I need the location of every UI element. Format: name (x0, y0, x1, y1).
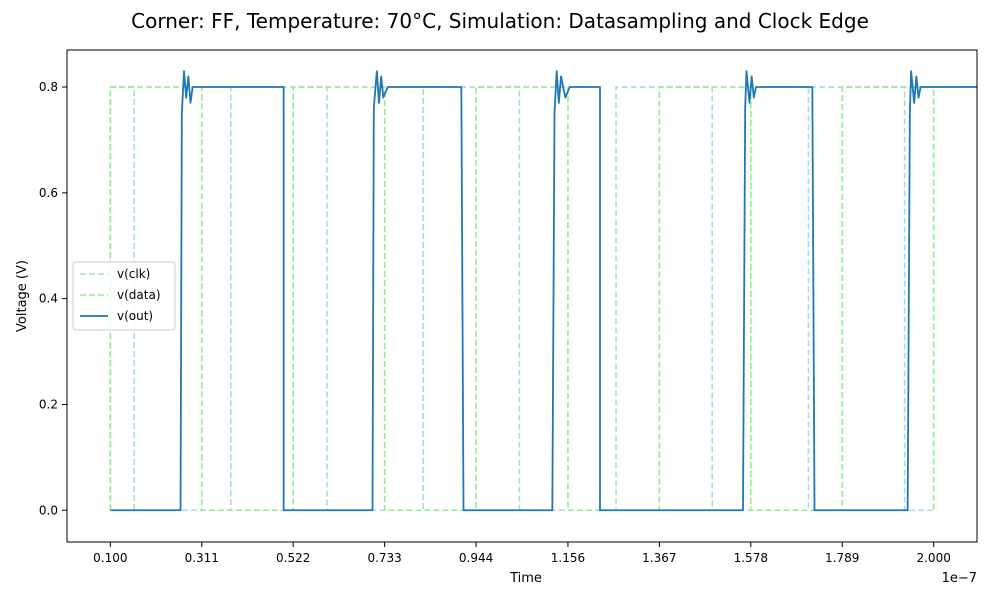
x-tick-label: 0.522 (276, 551, 310, 565)
y-tick-label: 0.2 (39, 397, 58, 411)
x-tick-label: 0.311 (185, 551, 219, 565)
x-axis: 0.100 0.311 0.522 0.733 0.944 1.156 1.367 1.578… (93, 542, 951, 565)
y-axis-label: Voltage (V) (15, 260, 30, 332)
plot-area (66, 49, 978, 543)
x-tick-label: 2.000 (916, 551, 950, 565)
y-tick-label: 0.8 (39, 80, 58, 94)
x-tick-label: 1.789 (825, 551, 859, 565)
y-tick-label: 0.4 (39, 292, 58, 306)
y-tick-label: 0.6 (39, 186, 58, 200)
chart-title: Corner: FF, Temperature: 70°C, Simulatio… (131, 9, 869, 33)
axes-frame (66, 49, 978, 543)
legend: v(clk) v(data) v(out) (72, 261, 176, 331)
x-tick-label: 0.100 (93, 551, 127, 565)
x-axis-scale-label: 1e−7 (942, 571, 977, 586)
y-tick-label: 0.0 (39, 503, 58, 517)
x-axis-label: Time (509, 571, 542, 586)
y-axis: 0.0 0.2 0.4 0.6 0.8 (39, 80, 67, 517)
series-line-3 (110, 70, 977, 512)
x-tick-label: 0.944 (459, 551, 493, 565)
legend-label: v(out) (117, 309, 153, 323)
legend-label: v(data) (117, 288, 161, 302)
x-tick-label: 1.367 (642, 551, 676, 565)
x-tick-label: 1.578 (734, 551, 768, 565)
legend-label: v(clk) (117, 267, 150, 281)
x-tick-label: 1.156 (551, 551, 585, 565)
legend-box (72, 261, 176, 331)
x-tick-label: 0.733 (367, 551, 401, 565)
series-layer (109, 70, 977, 512)
